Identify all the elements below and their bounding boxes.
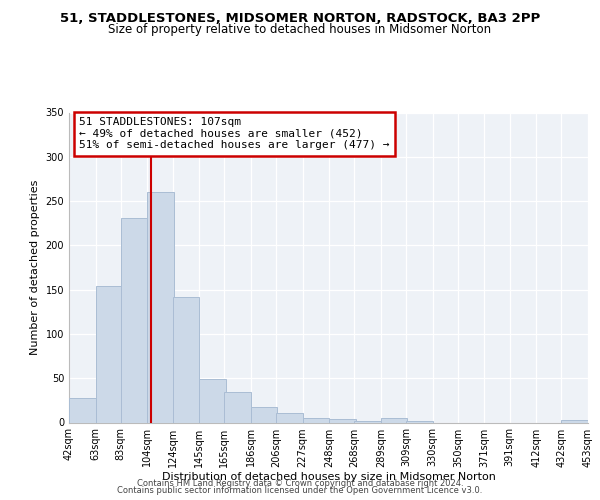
Bar: [224, 392, 251, 422]
Text: Contains public sector information licensed under the Open Government Licence v3: Contains public sector information licen…: [118, 486, 482, 495]
Text: Contains HM Land Registry data © Crown copyright and database right 2024.: Contains HM Land Registry data © Crown c…: [137, 478, 463, 488]
Bar: [381, 418, 407, 422]
Bar: [95, 286, 122, 422]
Text: 51 STADDLESTONES: 107sqm
← 49% of detached houses are smaller (452)
51% of semi-: 51 STADDLESTONES: 107sqm ← 49% of detach…: [79, 117, 390, 150]
Bar: [251, 406, 277, 422]
X-axis label: Distribution of detached houses by size in Midsomer Norton: Distribution of detached houses by size …: [161, 472, 496, 482]
Bar: [173, 296, 199, 422]
Text: Size of property relative to detached houses in Midsomer Norton: Size of property relative to detached ho…: [109, 22, 491, 36]
Bar: [302, 418, 329, 422]
Bar: [147, 192, 174, 422]
Text: 51, STADDLESTONES, MIDSOMER NORTON, RADSTOCK, BA3 2PP: 51, STADDLESTONES, MIDSOMER NORTON, RADS…: [60, 12, 540, 26]
Bar: [121, 218, 147, 422]
Bar: [199, 379, 226, 422]
Bar: [69, 398, 95, 422]
Y-axis label: Number of detached properties: Number of detached properties: [30, 180, 40, 355]
Bar: [276, 413, 302, 422]
Bar: [355, 420, 381, 422]
Bar: [406, 420, 433, 422]
Bar: [329, 419, 356, 422]
Bar: [562, 420, 588, 422]
